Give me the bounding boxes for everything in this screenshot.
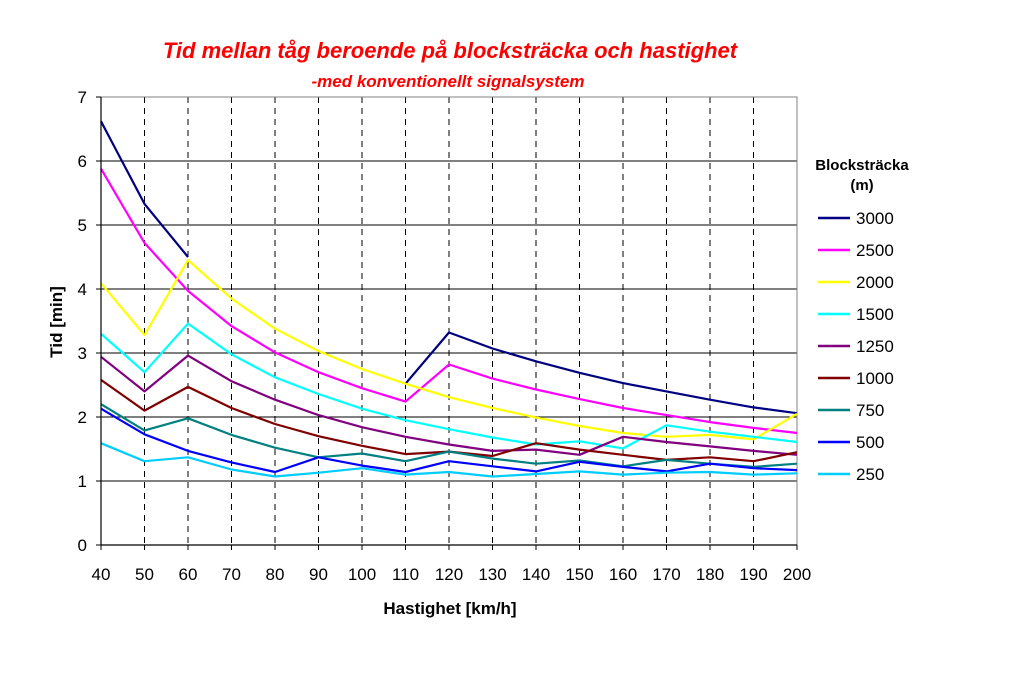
legend-title: Blocksträcka	[815, 157, 909, 174]
x-tick-label: 120	[435, 565, 463, 584]
legend-label-500: 500	[856, 433, 884, 452]
grid	[101, 96, 797, 545]
chart-title: Tid mellan tåg beroende på blocksträcka …	[163, 38, 739, 63]
x-tick-label: 60	[179, 565, 198, 584]
legend-label-750: 750	[856, 401, 884, 420]
y-tick-label: 2	[78, 408, 87, 427]
legend-label-1250: 1250	[856, 337, 894, 356]
legend-title-unit: (m)	[850, 177, 873, 194]
chart-subtitle: -med konventionellt signalsystem	[311, 72, 584, 91]
series-line-250	[100, 442, 798, 478]
y-tick-label: 6	[78, 152, 87, 171]
x-tick-label: 160	[609, 565, 637, 584]
legend-label-2500: 2500	[856, 241, 894, 260]
legend-label-250: 250	[856, 465, 884, 484]
x-tick-label: 50	[135, 565, 154, 584]
y-tick-label: 0	[78, 536, 87, 555]
series-line-500	[100, 407, 798, 474]
series-line-1500	[100, 322, 798, 450]
x-tick-label: 140	[522, 565, 550, 584]
axes	[96, 96, 798, 550]
x-tick-label: 100	[348, 565, 376, 584]
series-line-2500	[100, 168, 798, 435]
y-tick-label: 3	[78, 344, 87, 363]
y-tick-label: 1	[78, 472, 87, 491]
legend-label-3000: 3000	[856, 209, 894, 228]
y-axis-label: Tid [min]	[47, 286, 66, 357]
x-tick-labels: 40 50 60 70 80 90 100 110 120 130 140 150 160 170 180 1…	[92, 565, 812, 584]
x-axis-label: Hastighet [km/h]	[383, 599, 516, 618]
series-line-2000	[100, 259, 798, 441]
series-lines	[100, 120, 798, 478]
x-tick-label: 150	[565, 565, 593, 584]
legend-label-2000: 2000	[856, 273, 894, 292]
series-line-750	[100, 403, 798, 468]
y-tick-label: 5	[78, 216, 87, 235]
legend: Blocksträcka (m) 3000 2500 2000 1500 1250 100…	[815, 157, 909, 484]
y-tick-label: 7	[78, 88, 87, 107]
x-tick-label: 40	[92, 565, 111, 584]
legend-items: 3000 2500 2000 1500 1250 1000 750 500 250	[818, 209, 894, 484]
series-line-3000	[100, 120, 798, 415]
x-tick-label: 80	[266, 565, 285, 584]
x-tick-label: 110	[392, 565, 419, 584]
y-tick-label: 4	[78, 280, 87, 299]
x-tick-label: 170	[652, 565, 680, 584]
x-tick-label: 200	[783, 565, 811, 584]
x-tick-label: 180	[696, 565, 724, 584]
y-tick-labels: 0 1 2 3 4 5 6 7	[78, 88, 87, 555]
x-tick-label: 90	[309, 565, 328, 584]
x-tick-label: 130	[478, 565, 506, 584]
legend-label-1500: 1500	[856, 305, 894, 324]
series-line-1250	[100, 354, 798, 456]
legend-label-1000: 1000	[856, 369, 894, 388]
x-tick-label: 70	[222, 565, 241, 584]
x-tick-label: 190	[739, 565, 767, 584]
